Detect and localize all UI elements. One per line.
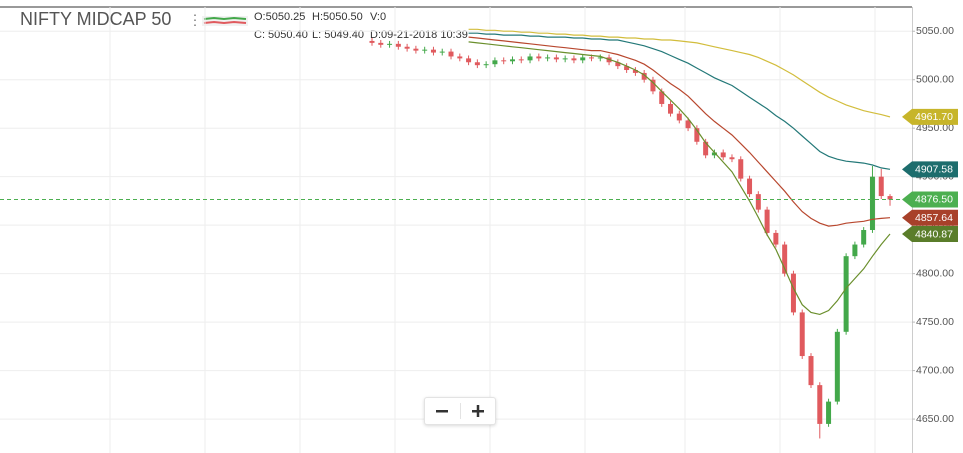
y-tick-label: 4950.00 — [916, 122, 954, 134]
ohlc-text: V:0 — [370, 11, 386, 23]
candle-body — [676, 113, 682, 121]
candle-body — [694, 128, 700, 142]
candle-body — [422, 49, 428, 51]
candle-body — [782, 244, 788, 274]
candle-body — [571, 58, 577, 61]
candle-body — [439, 51, 445, 53]
candle-body — [817, 385, 823, 424]
ma-line — [468, 36, 891, 227]
candle-body — [624, 66, 630, 71]
candle-body — [466, 58, 472, 63]
series-icon — [202, 16, 248, 26]
candle-body — [747, 178, 753, 195]
zoom-control — [424, 397, 496, 425]
y-tick-label: 5000.00 — [916, 73, 954, 85]
candle-body — [474, 62, 480, 66]
y-tick-label: 4650.00 — [916, 413, 954, 425]
candle-body — [650, 79, 656, 92]
minus-icon — [436, 410, 449, 413]
ohlc-text: H:5050.50 — [312, 11, 363, 23]
candle-body — [580, 57, 586, 61]
candle-body — [536, 56, 542, 59]
price-tag-label: 4857.64 — [915, 212, 953, 224]
y-tick-label: 4800.00 — [916, 267, 954, 279]
candle-body — [843, 256, 849, 332]
candle-body — [562, 58, 568, 60]
candle-body — [589, 57, 594, 59]
candle-body — [545, 57, 551, 59]
candle-body — [869, 176, 875, 230]
divider — [459, 403, 461, 419]
candle-body — [553, 57, 559, 60]
candle-body — [615, 62, 621, 67]
price-tag-label: 4961.70 — [915, 111, 953, 123]
candle-body — [738, 159, 744, 179]
ohlc-text: O:5050.25 — [254, 11, 305, 23]
price-tag — [902, 108, 958, 125]
candle-body — [826, 401, 832, 424]
zoom-out[interactable] — [425, 398, 460, 424]
candle-body — [527, 56, 533, 61]
price-tag — [902, 161, 958, 178]
candle-body — [395, 43, 401, 47]
candle-body — [378, 42, 384, 45]
price-tag — [902, 191, 958, 208]
candle-body — [852, 244, 858, 257]
candle-body — [861, 230, 867, 245]
candle-body — [685, 120, 691, 129]
candle-body — [659, 91, 665, 104]
candle-body — [632, 70, 638, 73]
candle-body — [834, 331, 840, 402]
candle-body — [501, 60, 507, 62]
plus-icon — [471, 405, 484, 417]
candle-body — [518, 59, 524, 61]
candle-body — [703, 141, 709, 156]
candle-body — [448, 51, 454, 57]
price-tag — [902, 226, 958, 243]
menu-dots[interactable]: ⋮ — [188, 12, 202, 28]
candle-body — [764, 209, 770, 233]
ohlc-text: L: 5049.40 — [312, 29, 364, 41]
candle-body — [720, 152, 726, 158]
price-tag — [902, 209, 958, 226]
candle-body — [773, 232, 779, 245]
ma-line — [468, 32, 891, 170]
candle-body — [483, 64, 489, 66]
candle-body — [729, 157, 735, 160]
candle-body — [369, 40, 375, 43]
candle-body — [755, 194, 761, 210]
candle-body — [641, 72, 647, 80]
candle-body — [887, 196, 893, 200]
ohlc-text: D:09-21-2018 10:39 — [370, 29, 468, 41]
candle-body — [711, 152, 717, 156]
price-tag-label: 4907.58 — [915, 164, 953, 176]
candle-body — [808, 356, 814, 386]
candle-body — [430, 49, 436, 53]
candle-body — [404, 46, 410, 49]
candle-body — [878, 176, 884, 197]
candle-body — [790, 273, 796, 313]
candle-body — [413, 48, 419, 51]
candle-body — [509, 59, 515, 62]
candle-body — [668, 103, 674, 114]
y-tick-label: 5050.00 — [916, 25, 954, 37]
zoom-in[interactable] — [461, 398, 496, 424]
candle-body — [597, 57, 603, 59]
chart-title: NIFTY MIDCAP 50 — [20, 9, 171, 29]
candle-body — [799, 312, 805, 357]
y-tick-label: 4700.00 — [916, 364, 954, 376]
candle-body — [492, 60, 498, 65]
y-tick-label: 4750.00 — [916, 316, 954, 328]
candle-body — [457, 56, 463, 59]
candle-body — [387, 43, 393, 45]
ma-line — [468, 41, 891, 316]
ma-line — [468, 28, 891, 118]
ohlc-text: C: 5050.40 — [254, 29, 308, 41]
price-tag-label: 4840.87 — [915, 228, 953, 240]
price-tag-label: 4876.50 — [915, 194, 953, 206]
